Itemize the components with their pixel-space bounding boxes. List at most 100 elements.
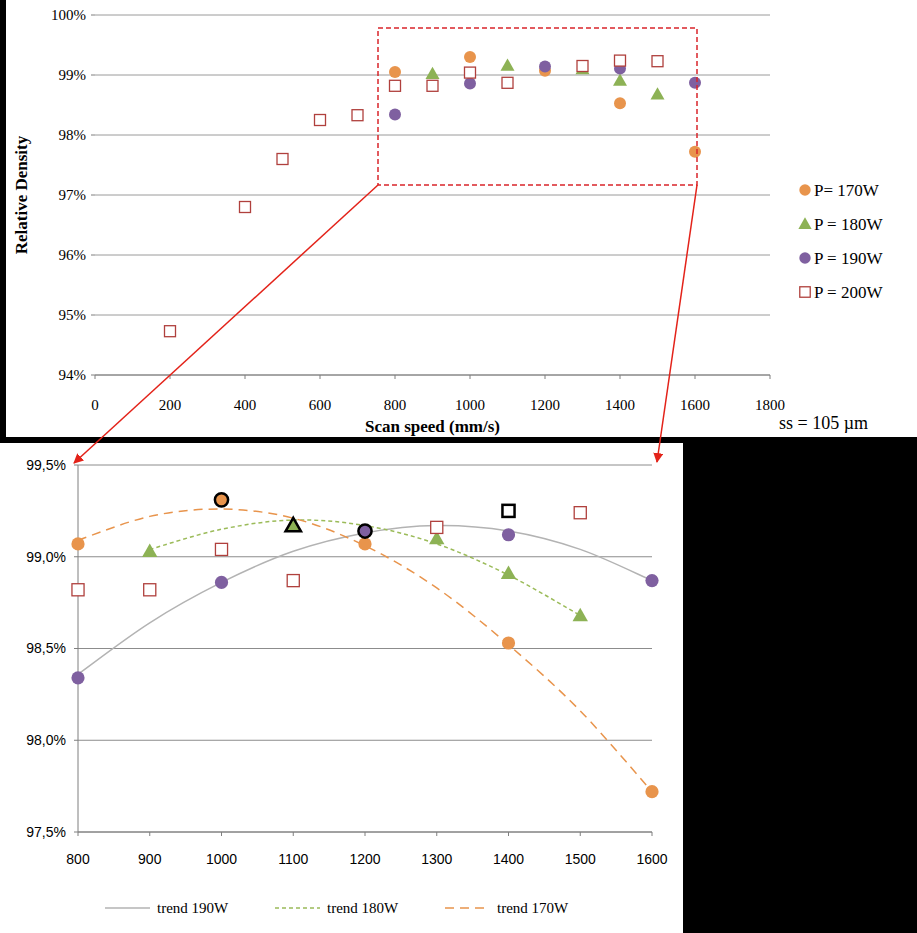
tick-mark [78,832,79,836]
x-tick-label: 0 [91,397,99,413]
tick-mark [293,832,294,836]
x-tick-label: 900 [138,851,162,867]
tick-mark [470,375,471,379]
marker-square [431,521,443,533]
annotation: ss = 105 µm [779,413,868,433]
marker-triangle [501,58,515,70]
tick-mark [74,465,78,466]
legend-label: trend 170W [497,900,569,916]
marker-circle [358,537,371,550]
y-tick-label: 98,5% [26,640,66,656]
marker-square [315,115,326,126]
x-tick-label: 1800 [755,397,785,413]
marker-circle [389,66,401,78]
y-tick-label: 99% [59,67,87,83]
tick-mark [91,255,95,256]
legend-label: P = 190W [814,249,883,268]
y-tick-label: 99,5% [26,457,66,473]
x-axis-title: Scan speed (mm/s) [365,417,500,436]
y-axis-title: Relative Density [12,135,31,254]
marker-square [465,67,476,78]
marker-square [287,575,299,587]
panel [0,443,683,933]
data-group [165,51,702,337]
y-tick-label: 96% [59,247,87,263]
marker-circle [389,109,401,121]
tick-mark [436,832,437,836]
marker-circle [464,77,476,89]
x-tick-label: 1100 [278,851,308,867]
marker-square [502,77,513,88]
marker-circle [215,493,228,506]
grid-line [78,740,652,741]
y-tick-label: 94% [59,367,87,383]
x-tick-label: 1200 [349,851,380,867]
legend-label: P= 170W [814,181,880,200]
marker-square [144,584,156,596]
y-tick-label: 95% [59,307,87,323]
marker-square [574,507,586,519]
marker-triangle [613,73,627,85]
y-tick-label: 99,0% [26,549,66,565]
legend-marker [799,184,810,195]
x-tick-label: 1600 [680,397,710,413]
x-tick-label: 1000 [455,397,485,413]
x-tick-label: 800 [66,851,90,867]
y-axis [78,465,79,832]
marker-triangle [573,608,588,621]
marker-square [502,505,514,517]
tick-mark [74,740,78,741]
marker-circle [71,671,84,684]
marker-circle [645,785,658,798]
marker-circle [464,51,476,63]
marker-square [165,326,176,337]
marker-square [215,543,227,555]
zoom-indicator [74,28,697,463]
tick-mark [620,375,621,379]
x-tick-label: 200 [159,397,182,413]
legend-line [275,907,320,909]
tick-mark [695,375,696,379]
grid-line [95,135,770,136]
y-tick-label: 98,0% [26,732,66,748]
grid-line [95,255,770,256]
marker-circle [502,636,515,649]
legend-marker [799,252,810,263]
tick-mark [245,375,246,379]
tick-mark [91,75,95,76]
data-group [71,493,658,798]
marker-square [72,584,84,596]
legend-label: P = 200W [814,283,883,302]
tick-mark [74,832,78,833]
marker-square [352,110,363,121]
panel [6,0,917,437]
x-tick-label: 1000 [206,851,237,867]
legend-line [105,907,150,909]
marker-circle [689,146,701,158]
y-tick-label: 97% [59,187,87,203]
grid-line [78,465,652,466]
zoom-arrow [657,185,697,462]
tick-mark [91,135,95,136]
marker-triangle [426,67,440,79]
tick-mark [91,315,95,316]
grid-line [95,15,770,16]
marker-circle [689,77,701,89]
grid-line [95,375,770,376]
legend-marker [798,217,811,229]
tick-mark [221,832,222,836]
x-axis [78,832,652,833]
trend-line [78,509,652,792]
grid-line [78,832,652,833]
legend-label: trend 190W [157,900,229,916]
grid-line [95,195,770,196]
y-tick-label: 98% [59,127,87,143]
grid-line [95,315,770,316]
tick-mark [91,15,95,16]
x-axis [95,375,770,376]
zoom-arrow [74,185,378,463]
chart: 97,5%98,0%98,5%99,0%99,5%800900100011001… [0,443,683,933]
tick-mark [74,556,78,557]
chart: 94%95%96%97%98%99%100%020040060080010001… [6,0,917,437]
marker-circle [645,574,658,587]
